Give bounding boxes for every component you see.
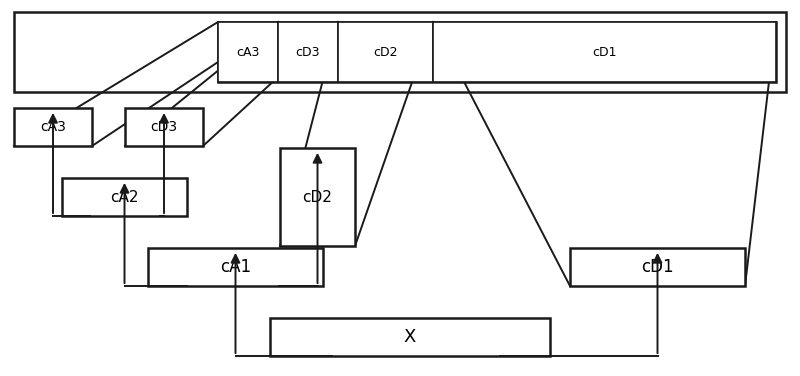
Text: cD2: cD2 [302, 190, 333, 205]
Bar [570, 248, 745, 286]
Bar [338, 22, 433, 82]
Bar [125, 108, 203, 146]
Bar [278, 22, 338, 82]
Text: cD1: cD1 [592, 45, 617, 59]
Bar [14, 12, 786, 92]
Text: cD3: cD3 [150, 120, 178, 134]
Text: cA3: cA3 [236, 45, 260, 59]
Bar [14, 108, 92, 146]
Text: cA3: cA3 [40, 120, 66, 134]
Bar [62, 178, 187, 216]
Bar [218, 22, 278, 82]
Bar [270, 318, 550, 356]
Bar [218, 22, 776, 82]
Text: X: X [404, 328, 416, 346]
Text: cA1: cA1 [220, 258, 251, 276]
Bar [280, 148, 355, 246]
Text: cD1: cD1 [641, 258, 674, 276]
Text: cD3: cD3 [296, 45, 320, 59]
Bar [433, 22, 776, 82]
Bar [148, 248, 323, 286]
Text: cD2: cD2 [374, 45, 398, 59]
Text: cA2: cA2 [110, 190, 138, 205]
